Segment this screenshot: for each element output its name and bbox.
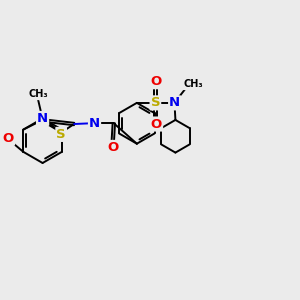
Text: CH₃: CH₃ xyxy=(183,79,203,89)
Text: N: N xyxy=(37,112,48,125)
Text: S: S xyxy=(151,96,160,110)
Text: N: N xyxy=(89,117,100,130)
Text: O: O xyxy=(151,118,162,130)
Text: CH₃: CH₃ xyxy=(28,89,48,99)
Text: O: O xyxy=(151,75,162,88)
Text: O: O xyxy=(3,132,14,145)
Text: N: N xyxy=(169,96,180,110)
Text: O: O xyxy=(107,141,118,154)
Text: S: S xyxy=(56,128,66,141)
